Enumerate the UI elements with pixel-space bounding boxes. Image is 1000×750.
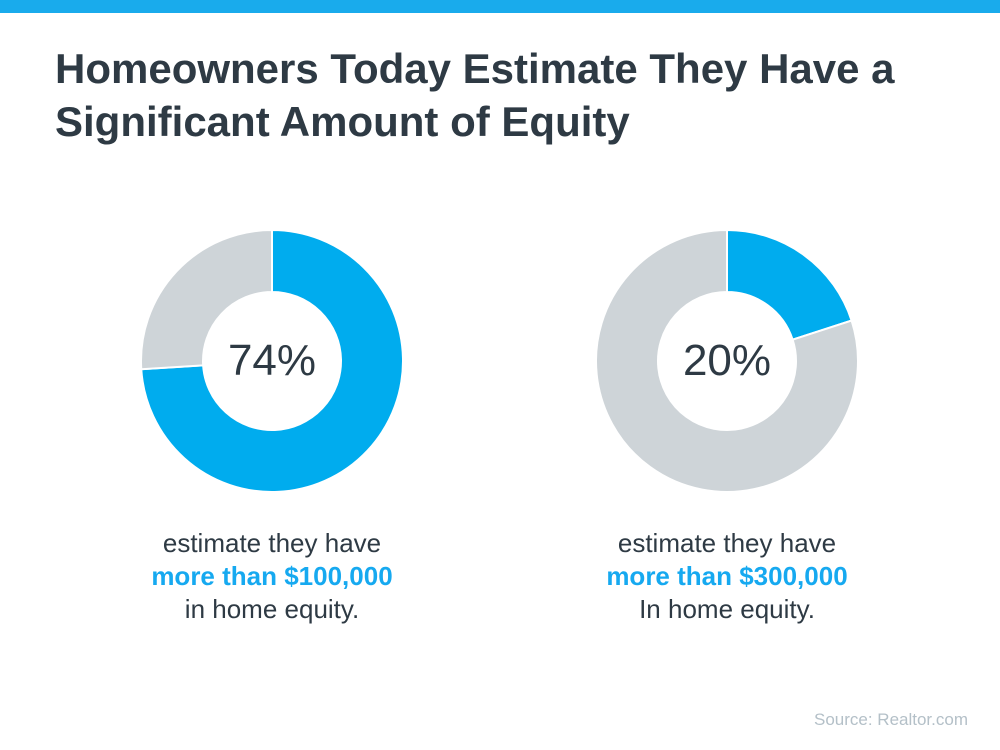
donut-chart-100k: 74% bbox=[132, 221, 412, 501]
donut-chart-300k: 20% bbox=[587, 221, 867, 501]
donut-svg-100k bbox=[140, 228, 404, 493]
donut-segment-0 bbox=[140, 228, 404, 493]
donut-segment-1 bbox=[595, 228, 859, 493]
caption-line: in home equity. bbox=[184, 594, 360, 624]
caption-highlight: more than $100,000 bbox=[151, 561, 393, 591]
donut-svg-300k bbox=[595, 228, 859, 493]
caption-line: estimate they have bbox=[617, 528, 837, 558]
donut-figure-300k: 20% estimate they have more than $300,00… bbox=[547, 221, 907, 626]
donut-segment-1 bbox=[140, 228, 273, 371]
caption-line: In home equity. bbox=[639, 594, 815, 624]
donut-caption-300k: estimate they have more than $300,000 In… bbox=[547, 527, 907, 626]
donut-segment-0 bbox=[726, 228, 853, 341]
caption-highlight: more than $300,000 bbox=[606, 561, 848, 591]
top-accent-bar bbox=[0, 0, 1000, 13]
page-title-line1: Homeowners Today Estimate They Have a bbox=[55, 45, 895, 92]
page-title-line2: Significant Amount of Equity bbox=[55, 98, 630, 145]
caption-line: estimate they have bbox=[162, 528, 382, 558]
page-title: Homeowners Today Estimate They Have a Si… bbox=[55, 42, 895, 148]
source-attribution: Source: Realtor.com bbox=[813, 710, 968, 729]
donut-figure-100k: 74% estimate they have more than $100,00… bbox=[92, 221, 452, 626]
donut-caption-100k: estimate they have more than $100,000 in… bbox=[92, 527, 452, 626]
